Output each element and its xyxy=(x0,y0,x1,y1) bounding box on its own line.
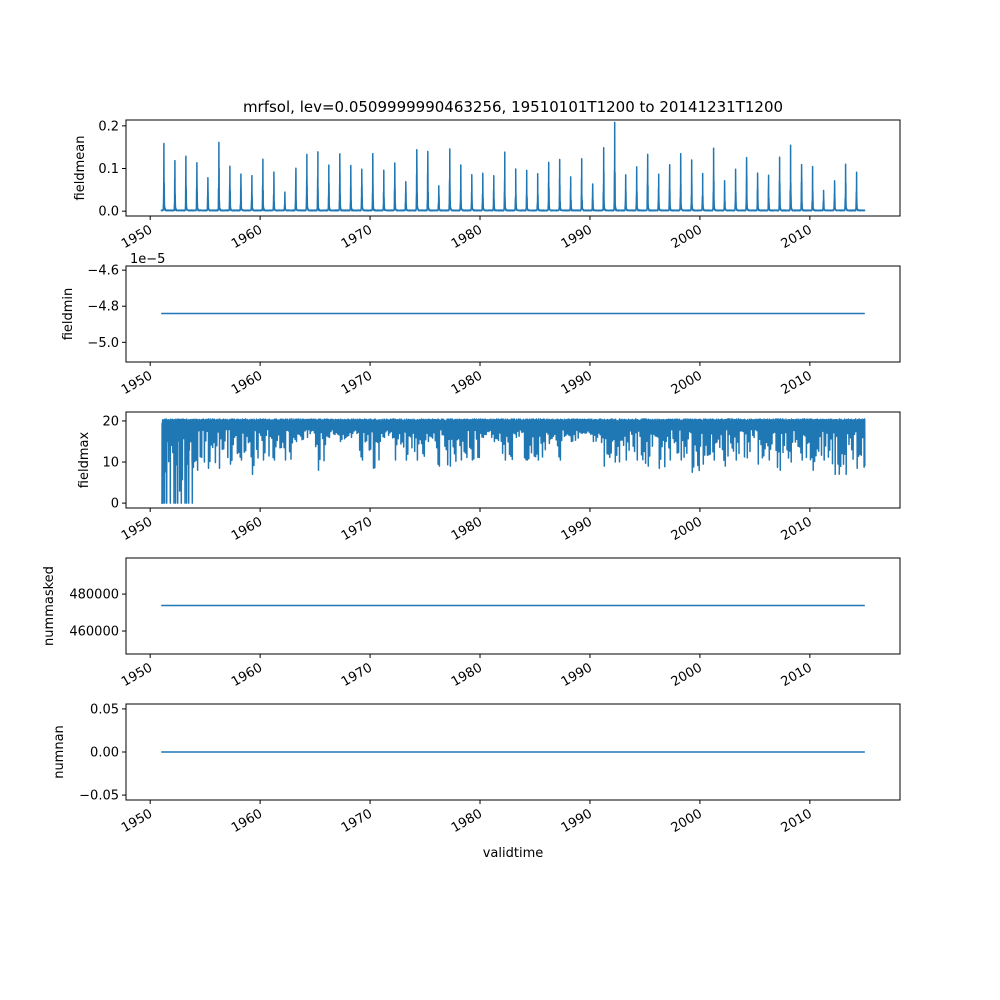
axes-frame xyxy=(125,557,901,655)
y-tick-label: 0.0 xyxy=(98,205,119,220)
y-tick-label: 0.1 xyxy=(98,162,119,177)
y-tick-label: 0.00 xyxy=(90,746,119,761)
y-tick: 0.0 xyxy=(98,205,126,220)
y-tick-label: 460000 xyxy=(69,625,119,640)
y-tick-label: −4.6 xyxy=(87,264,119,279)
y-tick: 20 xyxy=(102,414,126,429)
y-axis-label: nummasked xyxy=(42,566,57,646)
y-axis-label: numnan xyxy=(52,725,67,779)
y-axis-label: fieldmin xyxy=(61,288,76,341)
y-tick-label: 0.05 xyxy=(90,702,119,717)
axes-frame xyxy=(125,119,901,217)
y-tick: −4.6 xyxy=(87,264,126,279)
series-line-fieldmax xyxy=(160,418,866,504)
y-tick-label: 10 xyxy=(102,456,119,471)
series-line-fieldmean xyxy=(160,121,866,212)
y-offset-text: 1e−5 xyxy=(130,252,165,267)
y-tick: −4.8 xyxy=(87,300,126,315)
y-tick: 0.00 xyxy=(90,746,126,761)
y-tick: 0 xyxy=(111,497,126,512)
y-tick-label: 20 xyxy=(102,414,119,429)
y-tick-label: −5.0 xyxy=(87,336,119,351)
y-tick: 460000 xyxy=(69,625,126,640)
y-axis-label: fieldmax xyxy=(77,432,92,489)
y-tick: 10 xyxy=(102,456,126,471)
y-tick: −5.0 xyxy=(87,336,126,351)
axes-frame xyxy=(125,411,901,509)
axes-frame xyxy=(125,265,901,363)
y-tick: 0.05 xyxy=(90,702,126,717)
y-axis-label: fieldmean xyxy=(73,136,88,201)
y-tick: 480000 xyxy=(69,588,126,603)
y-tick: 0.2 xyxy=(98,119,126,134)
y-tick: 0.1 xyxy=(98,162,126,177)
y-tick-label: 480000 xyxy=(69,588,119,603)
y-tick-label: −0.05 xyxy=(79,789,119,804)
y-tick-label: −4.8 xyxy=(87,300,119,315)
x-axis-label: validtime xyxy=(483,846,544,861)
y-tick-label: 0.2 xyxy=(98,119,119,134)
y-tick: −0.05 xyxy=(79,789,126,804)
chart-title: mrfsol, lev=0.0509999990463256, 19510101… xyxy=(243,98,783,116)
y-tick-label: 0 xyxy=(111,497,119,512)
